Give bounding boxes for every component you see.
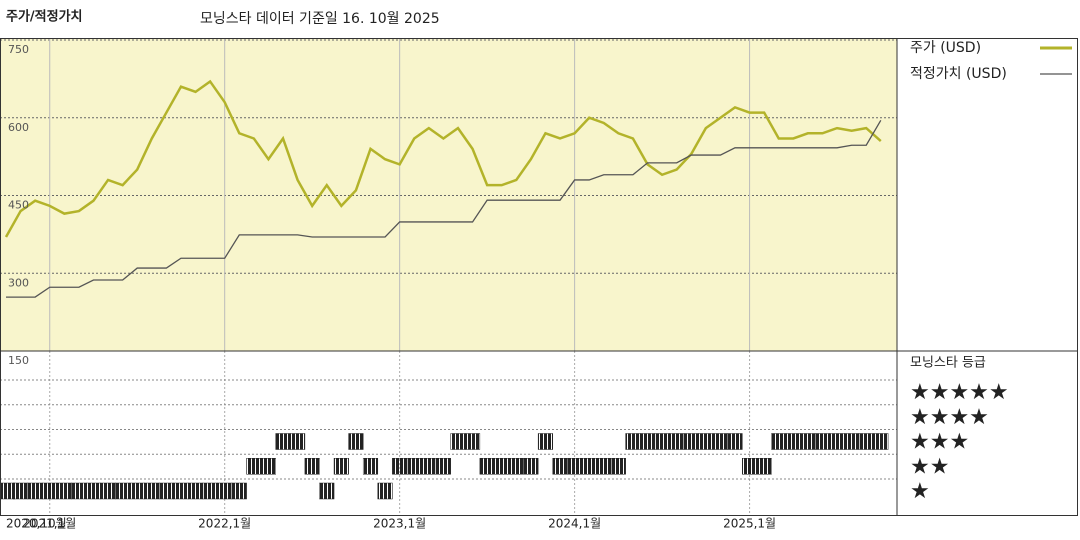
x-tick-label: 2023,1월 bbox=[373, 517, 426, 531]
rating-mark bbox=[625, 433, 641, 450]
rating-label: ★★★ bbox=[910, 430, 969, 455]
y-tick-label: 600 bbox=[8, 121, 29, 134]
rating-mark bbox=[246, 458, 262, 475]
rating-mark bbox=[217, 482, 233, 500]
rating-mark bbox=[873, 433, 889, 450]
chart-title: 주가/적정가치 bbox=[6, 9, 83, 25]
y-tick-label: 450 bbox=[8, 199, 29, 212]
series-line bbox=[6, 120, 882, 298]
rating-mark bbox=[348, 433, 364, 450]
rating-mark bbox=[100, 482, 116, 500]
rating-mark bbox=[742, 458, 758, 475]
rating-mark bbox=[27, 482, 43, 500]
rating-mark bbox=[85, 482, 102, 500]
rating-mark bbox=[304, 458, 320, 475]
rating-mark bbox=[56, 482, 72, 500]
rating-mark bbox=[421, 458, 437, 475]
rating-mark bbox=[596, 458, 612, 475]
rating-mark bbox=[377, 482, 393, 500]
rating-label: ★★ bbox=[910, 454, 949, 479]
rating-mark bbox=[698, 433, 714, 450]
rating-mark bbox=[42, 482, 58, 500]
rating-mark bbox=[129, 482, 145, 500]
rating-mark bbox=[639, 433, 656, 450]
y-tick-label: 150 bbox=[8, 354, 29, 367]
rating-mark bbox=[173, 482, 189, 500]
rating-mark bbox=[188, 482, 204, 500]
rating-mark bbox=[829, 433, 845, 450]
rating-mark bbox=[435, 458, 451, 475]
rating-mark bbox=[610, 458, 626, 475]
rating-mark bbox=[0, 482, 15, 500]
rating-mark bbox=[406, 458, 422, 475]
x-tick-label: 2024,1월 bbox=[548, 517, 601, 531]
rating-mark bbox=[158, 482, 174, 500]
rating-mark bbox=[756, 458, 772, 475]
rating-mark bbox=[712, 433, 728, 450]
rating-mark bbox=[362, 458, 379, 475]
rating-title: 모닝스타 등급 bbox=[910, 356, 986, 371]
rating-mark bbox=[144, 482, 160, 500]
rating-mark bbox=[669, 433, 685, 450]
rating-mark bbox=[333, 458, 349, 475]
rating-mark bbox=[260, 458, 276, 475]
rating-mark bbox=[683, 433, 699, 450]
rating-mark bbox=[319, 482, 335, 500]
rating-mark bbox=[785, 433, 801, 450]
x-tick-label: 2021,1월 bbox=[23, 517, 76, 531]
rating-mark bbox=[814, 433, 831, 450]
price-panel bbox=[0, 38, 897, 351]
rating-mark bbox=[727, 433, 743, 450]
chart-subtitle: 모닝스타 데이터 기준일 16. 10월 2025 bbox=[200, 11, 440, 27]
rating-mark bbox=[523, 458, 539, 475]
y-tick-label: 300 bbox=[8, 276, 29, 289]
frame bbox=[0, 38, 1078, 516]
rating-label: ★ bbox=[910, 479, 930, 504]
y-tick-label: 750 bbox=[8, 43, 29, 56]
rating-mark bbox=[858, 433, 874, 450]
rating-mark bbox=[450, 433, 466, 450]
rating-mark bbox=[800, 433, 816, 450]
rating-mark bbox=[537, 433, 553, 450]
rating-mark bbox=[552, 458, 568, 475]
rating-mark bbox=[479, 458, 495, 475]
rating-mark bbox=[771, 433, 787, 450]
rating-mark bbox=[581, 458, 597, 475]
rating-label: ★★★★ bbox=[910, 405, 989, 430]
rating-mark bbox=[392, 458, 408, 475]
legend-label: 적정가치 (USD) bbox=[910, 66, 1007, 82]
x-tick-label: 2022,1월 bbox=[198, 517, 251, 531]
rating-mark bbox=[13, 482, 29, 500]
rating-mark bbox=[844, 433, 860, 450]
rating-mark bbox=[290, 433, 306, 450]
rating-label: ★★★★★ bbox=[910, 380, 1009, 405]
rating-mark bbox=[115, 482, 131, 500]
rating-mark bbox=[231, 482, 247, 500]
legend-label: 주가 (USD) bbox=[910, 40, 981, 56]
rating-mark bbox=[567, 458, 583, 475]
series-line bbox=[4, 79, 882, 238]
x-tick-label: 2025,1월 bbox=[723, 517, 776, 531]
rating-mark bbox=[494, 458, 510, 475]
rating-mark bbox=[71, 482, 87, 500]
x-tick-label: 2020,10월 bbox=[6, 517, 67, 531]
rating-mark bbox=[202, 482, 218, 500]
rating-mark bbox=[275, 433, 291, 450]
rating-mark bbox=[654, 433, 670, 450]
rating-mark bbox=[508, 458, 524, 475]
rating-mark bbox=[465, 433, 481, 450]
